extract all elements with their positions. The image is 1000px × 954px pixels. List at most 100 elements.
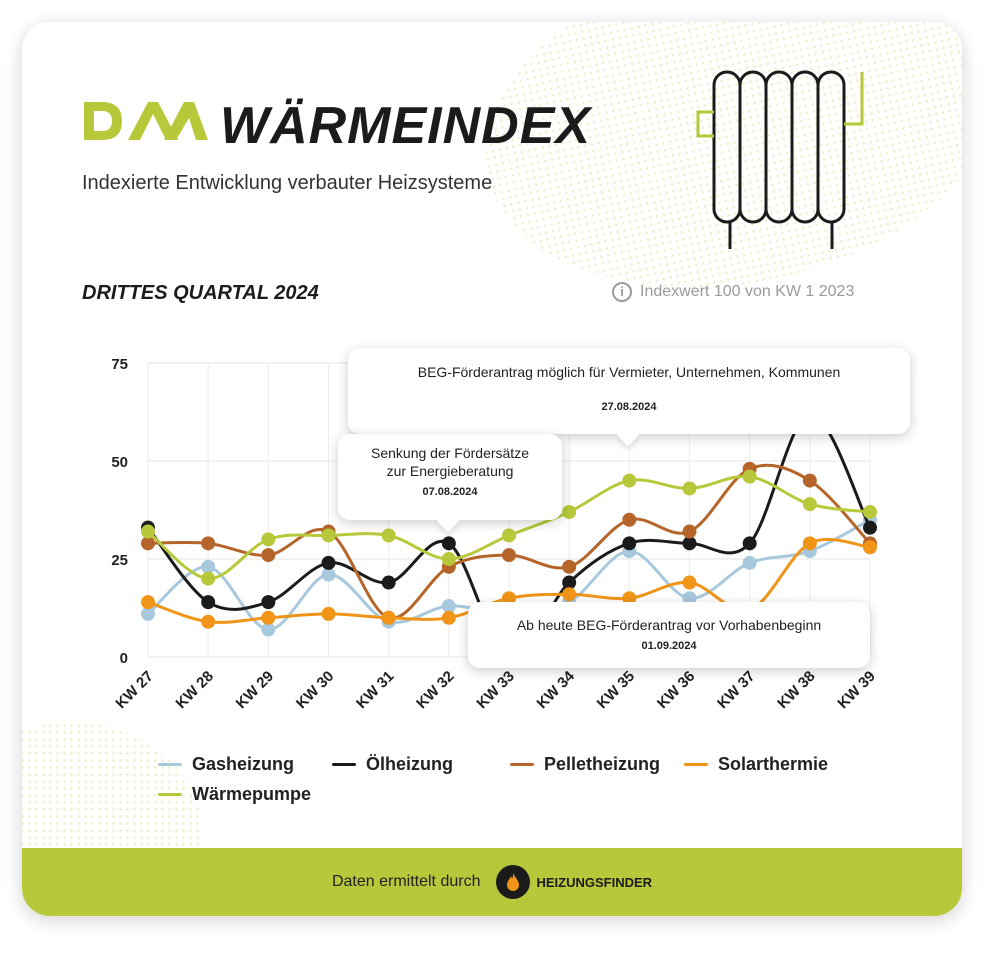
callout-foerdersaetze: Senkung der Fördersätze zur Energieberat… [338,434,562,533]
callout-date: 01.09.2024 [641,640,697,652]
data-point-oelheizung [201,595,216,610]
data-point-solarthermie [261,610,276,625]
data-point-oelheizung [863,520,877,535]
legend-label: Solarthermie [718,754,829,774]
data-point-waermepumpe [682,481,697,496]
x-tick-label: KW 39 [834,668,878,712]
data-point-waermepumpe [201,571,216,586]
y-tick-label: 0 [120,650,128,667]
data-point-solarthermie [502,591,516,606]
legend-item-waermepumpe: Wärmepumpe [158,784,311,805]
callout-vorhabenbeginn: Ab heute BEG-Förderantrag vor Vorhabenbe… [468,602,870,668]
data-point-pelletheizung [261,548,276,563]
x-tick-label: KW 27 [112,668,156,712]
data-point-oelheizung [682,536,697,551]
x-tick-label: KW 29 [233,668,277,712]
legend-label: Pelletheizung [544,754,661,774]
x-tick-label: KW 36 [654,668,698,712]
data-point-pelletheizung [201,536,216,551]
legend-swatch [510,763,534,766]
x-tick-label: KW 30 [293,668,337,712]
callout-text: BEG-Förderantrag möglich für Vermieter, … [417,364,841,380]
data-point-waermepumpe [863,504,877,519]
callout-date: 27.08.2024 [601,401,657,413]
quarter-label: DRITTES QUARTAL 2024 [82,282,319,304]
legend-label: Gasheizung [192,754,295,774]
data-point-gasheizung [201,559,216,574]
callout-beg-antrag: BEG-Förderantrag möglich für Vermieter, … [348,348,910,447]
data-point-oelheizung [562,575,577,590]
index-info: i Indexwert 100 von KW 1 2023 [612,282,854,302]
data-point-pelletheizung [802,473,817,488]
x-tick-label: KW 32 [413,668,457,712]
data-point-oelheizung [261,595,276,610]
heizungsfinder-logo: HEIZUNGSFINDER [496,865,652,899]
data-point-waermepumpe [261,532,276,547]
flame-icon [496,865,531,899]
data-point-waermepumpe [321,528,336,543]
y-tick-label: 50 [111,454,128,471]
data-point-solarthermie [682,575,697,590]
data-point-waermepumpe [802,497,817,512]
data-point-waermepumpe [742,469,757,484]
data-point-oelheizung [381,575,396,590]
legend-swatch [158,763,182,766]
data-point-gasheizung [141,606,155,621]
data-point-oelheizung [742,536,757,551]
page-title: WÄRMEINDEX [220,97,592,155]
data-point-gasheizung [261,622,276,637]
data-point-waermepumpe [141,524,155,539]
callout-text: Senkung der Fördersätze zur Energieberat… [371,445,529,479]
infographic-card: WÄRMEINDEX Indexierte Entwicklung verbau… [22,22,962,916]
x-tick-label: KW 33 [473,668,517,712]
x-tick-label: KW 37 [714,668,758,712]
legend-item-pelletheizung: Pelletheizung [510,754,660,775]
data-point-waermepumpe [502,528,516,543]
legend-item-solarthermie: Solarthermie [684,754,828,775]
data-point-pelletheizung [502,548,516,563]
data-point-oelheizung [321,555,336,570]
legend-item-gasheizung: Gasheizung [158,754,294,775]
legend-swatch [158,793,182,796]
data-point-pelletheizung [562,559,577,574]
data-point-gasheizung [441,599,456,614]
daa-logo [84,102,208,140]
footer-text: Daten ermittelt durch [331,873,481,890]
callout-text: Ab heute BEG-Förderantrag vor Vorhabenbe… [516,617,822,633]
data-point-solarthermie [141,595,155,610]
x-tick-label: KW 28 [173,668,217,712]
data-point-waermepumpe [441,552,456,566]
x-tick-label: KW 35 [594,668,638,712]
partner-name: HEIZUNGSFINDER [536,874,653,890]
y-tick-label: 25 [111,552,128,569]
page-subtitle: Indexierte Entwicklung verbauter Heizsys… [82,172,493,194]
legend-swatch [332,763,356,766]
data-point-gasheizung [742,555,757,570]
legend-label: Wärmepumpe [192,784,312,804]
x-tick-label: KW 34 [534,667,579,712]
data-point-solarthermie [441,610,456,625]
index-info-text: Indexwert 100 von KW 1 2023 [640,283,855,300]
data-point-waermepumpe [622,473,637,488]
data-point-waermepumpe [381,528,396,543]
data-point-pelletheizung [682,524,697,539]
data-point-solarthermie [321,606,336,621]
data-point-waermepumpe [562,504,577,519]
data-point-oelheizung [441,536,456,551]
footer-bar: Daten ermittelt durch HEIZUNGSFINDER [22,848,962,916]
y-tick-label: 75 [111,356,128,373]
data-point-solarthermie [562,587,577,602]
data-point-solarthermie [201,614,216,629]
data-point-pelletheizung [141,536,155,551]
info-icon: i [612,282,632,302]
data-point-oelheizung [622,536,637,551]
x-tick-label: KW 31 [353,668,397,712]
data-point-solarthermie [622,591,637,606]
data-point-solarthermie [381,610,396,625]
legend-label: Ölheizung [366,754,453,774]
x-tick-label: KW 38 [774,668,818,712]
legend-item-oelheizung: Ölheizung [332,754,453,775]
radiator-icon [696,70,864,249]
data-point-pelletheizung [622,512,637,527]
data-point-gasheizung [682,591,697,606]
